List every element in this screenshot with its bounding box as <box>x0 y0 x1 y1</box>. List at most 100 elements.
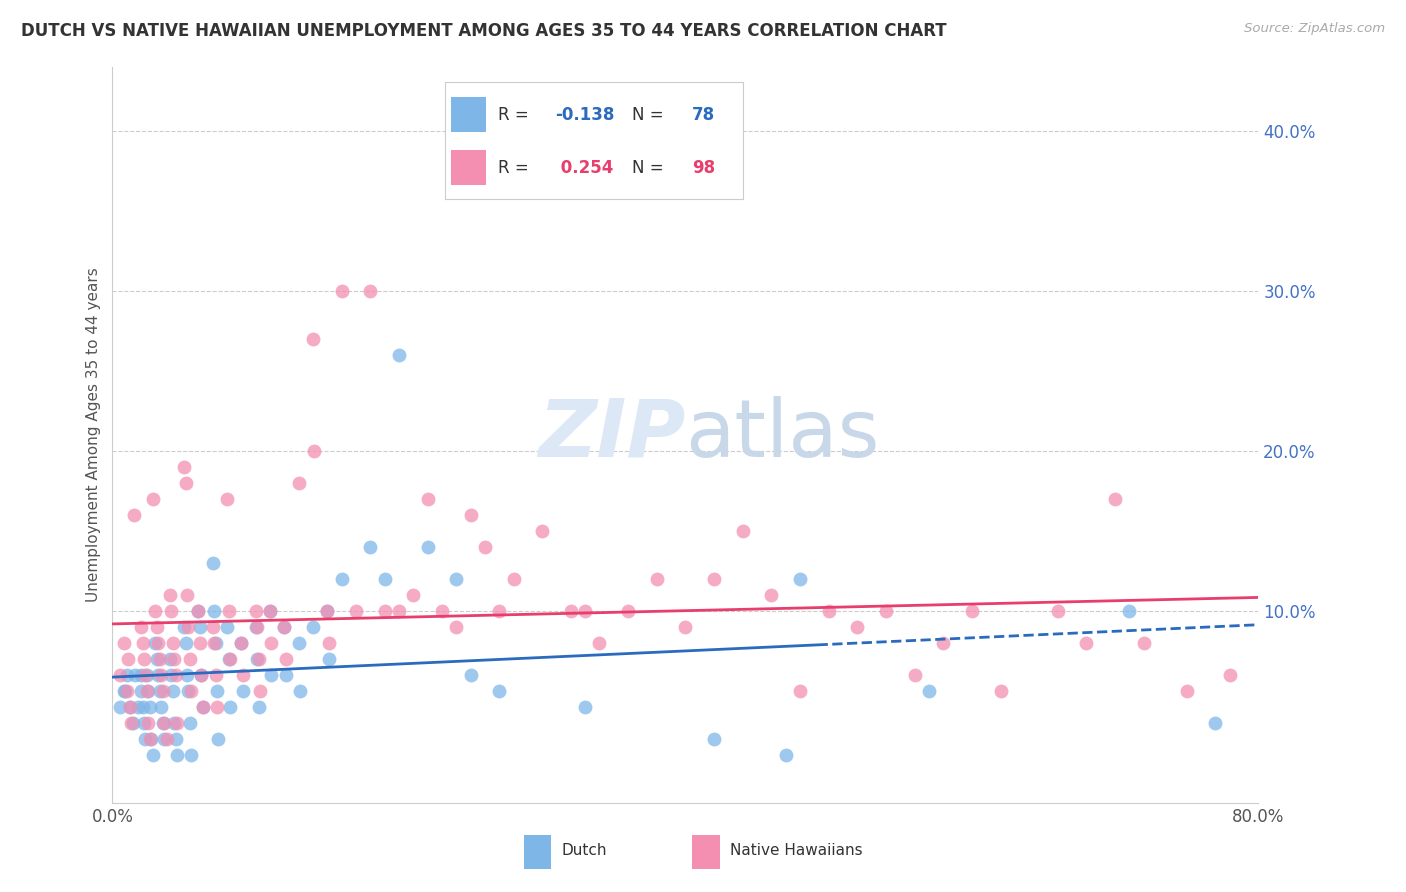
Point <box>114 683 136 698</box>
Point <box>117 652 139 666</box>
Point <box>344 604 367 618</box>
Point <box>260 668 283 682</box>
Point <box>430 604 453 618</box>
Point <box>159 588 181 602</box>
Point <box>246 620 269 634</box>
Point <box>187 604 209 618</box>
Point <box>176 588 198 602</box>
Point <box>775 747 797 762</box>
Point <box>160 668 183 682</box>
Point <box>207 731 229 746</box>
Point <box>149 683 172 698</box>
Point <box>177 620 200 634</box>
Point <box>132 715 155 730</box>
Point <box>118 699 141 714</box>
Point <box>179 652 201 666</box>
Point <box>1204 715 1226 730</box>
Point <box>1118 604 1140 618</box>
Point <box>330 284 353 298</box>
Point <box>112 683 135 698</box>
Point <box>617 604 640 618</box>
Point <box>273 620 295 634</box>
Point <box>145 604 167 618</box>
Point <box>218 604 240 618</box>
Point <box>474 540 496 554</box>
Point <box>374 604 396 618</box>
Point <box>232 683 254 698</box>
Point <box>173 459 195 474</box>
Point <box>191 699 214 714</box>
Point <box>1104 491 1126 506</box>
Point <box>131 636 153 650</box>
Point <box>531 524 554 538</box>
Point <box>904 668 927 682</box>
Point <box>145 636 167 650</box>
Point <box>152 683 174 698</box>
Point <box>120 715 142 730</box>
Point <box>287 475 309 490</box>
Point <box>273 620 295 634</box>
Point <box>316 604 339 618</box>
Point <box>174 475 197 490</box>
Point <box>245 620 267 634</box>
Point <box>560 604 582 618</box>
Point <box>138 699 160 714</box>
Point <box>460 508 482 522</box>
Point <box>245 604 267 618</box>
Point <box>217 620 239 634</box>
Point <box>135 668 157 682</box>
Point <box>318 636 340 650</box>
Point <box>112 636 135 650</box>
Point <box>179 715 201 730</box>
Point <box>115 683 138 698</box>
Point <box>330 572 353 586</box>
Point <box>165 731 187 746</box>
Text: atlas: atlas <box>686 396 880 474</box>
Point <box>150 668 173 682</box>
Point <box>990 683 1012 698</box>
Point <box>201 556 224 570</box>
Point <box>201 620 224 634</box>
Point <box>153 715 176 730</box>
Point <box>359 540 381 554</box>
Point <box>302 620 325 634</box>
Point <box>188 620 211 634</box>
Point <box>190 668 212 682</box>
Point <box>304 443 326 458</box>
Point <box>446 620 468 634</box>
Point <box>150 699 173 714</box>
Point <box>1219 668 1241 682</box>
Point <box>388 348 411 362</box>
Point <box>132 652 155 666</box>
Point <box>1046 604 1069 618</box>
Point <box>219 699 242 714</box>
Point <box>174 636 197 650</box>
Point <box>960 604 983 618</box>
Point <box>146 652 169 666</box>
Point <box>359 284 381 298</box>
Point <box>918 683 941 698</box>
Point <box>187 604 209 618</box>
Point <box>142 491 165 506</box>
Point <box>1175 683 1198 698</box>
Point <box>160 604 183 618</box>
Point <box>789 572 811 586</box>
Point <box>789 683 811 698</box>
Point <box>249 683 271 698</box>
Point <box>402 588 425 602</box>
Point <box>166 747 188 762</box>
Point <box>205 683 228 698</box>
Point <box>232 668 254 682</box>
Point <box>162 636 184 650</box>
Point <box>274 652 297 666</box>
Point <box>217 491 239 506</box>
Point <box>129 668 152 682</box>
Point <box>287 636 309 650</box>
Point <box>141 731 163 746</box>
Point <box>645 572 668 586</box>
Point <box>761 588 783 602</box>
Point <box>231 636 253 650</box>
Point <box>129 620 152 634</box>
Point <box>136 715 159 730</box>
Point <box>191 699 214 714</box>
